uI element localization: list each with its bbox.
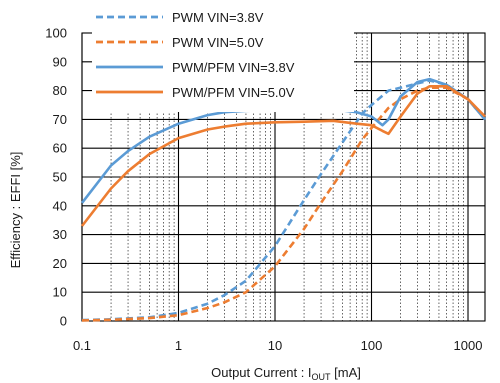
series-line-pwm-vin-3-8v — [81, 79, 486, 322]
x-tick-label: 100 — [361, 338, 383, 353]
legend-label-pwm-vin-5-0v: PWM VIN=5.0V — [172, 35, 264, 50]
series-lines — [80, 77, 486, 322]
y-tick-labels: 0 10 20 30 40 50 60 70 80 90 100 — [45, 26, 67, 329]
y-tick-label: 50 — [53, 170, 67, 185]
x-tick-label: 1 — [175, 338, 182, 353]
legend-label-pwm-vin-3-8v: PWM VIN=3.8V — [172, 10, 264, 25]
y-tick-label: 70 — [53, 112, 67, 127]
y-axis-label: Efficiency : EFFI [%] — [8, 152, 23, 269]
x-tick-label: 1000 — [454, 338, 483, 353]
legend-background — [92, 4, 354, 112]
x-tick-label: 0.1 — [73, 338, 91, 353]
y-tick-label: 20 — [53, 256, 67, 271]
y-tick-label: 60 — [53, 141, 67, 156]
y-tick-label: 40 — [53, 198, 67, 213]
y-tick-label: 100 — [45, 26, 67, 41]
x-tick-label: 10 — [268, 338, 282, 353]
legend-label-pwm-pfm-vin-5-0v: PWM/PFM VIN=5.0V — [172, 85, 295, 100]
y-tick-label: 0 — [60, 314, 67, 329]
y-tick-label: 90 — [53, 54, 67, 69]
y-tick-label: 30 — [53, 227, 67, 242]
x-axis-label-suffix: [mA] — [331, 365, 361, 380]
x-axis-label: Output Current : IOUT [mA] — [211, 365, 361, 382]
series-line-pwm-pfm-vin-5-0v — [80, 85, 486, 227]
x-axis-label-prefix: Output Current : I — [211, 365, 311, 380]
x-axis-label-subscript: OUT — [312, 372, 332, 382]
y-tick-label: 80 — [53, 83, 67, 98]
x-tick-labels: 0.1 1 10 100 1000 — [73, 338, 483, 353]
y-tick-label: 10 — [53, 285, 67, 300]
legend-label-pwm-pfm-vin-3-8v: PWM/PFM VIN=3.8V — [172, 60, 295, 75]
legend: PWM VIN=3.8V PWM VIN=5.0V PWM/PFM VIN=3.8V… — [96, 10, 295, 100]
